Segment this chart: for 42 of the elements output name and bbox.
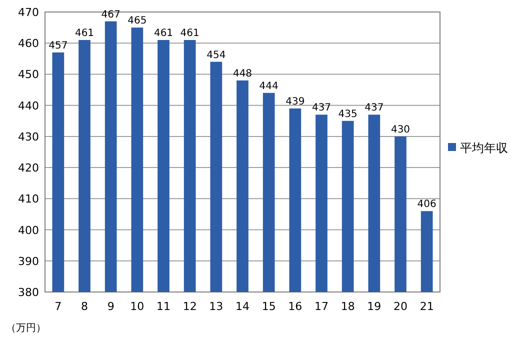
data-label: 448 <box>232 68 252 80</box>
data-label: 457 <box>48 40 68 52</box>
x-tick-label: 20 <box>394 300 408 313</box>
x-tick-label: 14 <box>236 300 250 313</box>
y-tick-label: 430 <box>18 130 39 144</box>
x-tick-label: 18 <box>340 300 355 313</box>
y-tick-label: 380 <box>18 286 39 299</box>
data-label: 430 <box>390 124 410 136</box>
data-label: 454 <box>206 50 226 61</box>
y-tick-label: 440 <box>18 99 39 112</box>
y-tick-label: 400 <box>18 224 39 237</box>
y-tick-label: 410 <box>18 192 39 206</box>
data-label: 406 <box>417 199 436 210</box>
x-tick-label: 21 <box>420 300 434 313</box>
y-tick-label: 450 <box>18 68 39 82</box>
data-label: 435 <box>338 108 358 120</box>
y-tick-label: 390 <box>18 254 39 268</box>
y-tick-label: 420 <box>18 162 39 175</box>
x-tick-label: 12 <box>182 300 197 313</box>
data-label: 439 <box>286 96 305 108</box>
x-tick-label: 10 <box>130 300 144 313</box>
data-label: 437 <box>364 102 384 114</box>
x-tick-label: 11 <box>156 300 170 313</box>
x-tick-label: 16 <box>288 300 302 313</box>
data-label: 437 <box>312 102 332 114</box>
x-tick-label: 9 <box>107 300 114 313</box>
legend-label: 平均年収 <box>460 141 508 155</box>
x-tick-label: 13 <box>209 300 224 313</box>
text: （万円） <box>6 323 46 334</box>
data-label: 467 <box>101 9 120 20</box>
y-tick-label: 470 <box>18 6 39 19</box>
data-label: 461 <box>154 28 174 39</box>
x-tick-label: 15 <box>262 300 276 313</box>
data-label: 465 <box>128 16 147 27</box>
data-label: 444 <box>259 80 278 92</box>
x-tick-label: 19 <box>367 300 382 313</box>
data-label: 461 <box>74 28 94 39</box>
data-label: 461 <box>180 28 200 39</box>
x-tick-label: 17 <box>314 300 328 313</box>
y-tick-label: 460 <box>18 37 39 50</box>
x-tick-label: 7 <box>54 300 62 313</box>
x-tick-label: 8 <box>81 300 88 313</box>
